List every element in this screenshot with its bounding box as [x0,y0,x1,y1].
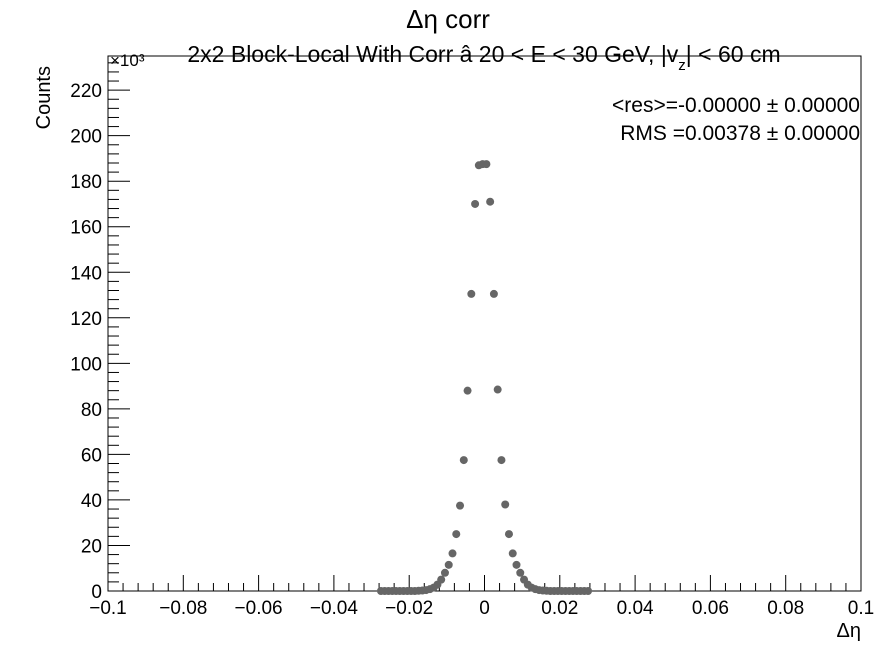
y-tick-label: 60 [81,445,102,466]
y-minor-ticks [108,62,119,583]
chart-subtitle: 2x2 Block-Local With Corr â 20 < E < 30 … [187,41,780,74]
x-major-ticks [107,575,862,591]
y-tick-label: 100 [70,354,102,375]
y-tick-labels: 0 20 40 60 80 100 120 140 160 180 200 220 [70,81,102,603]
y-tick-label: 80 [81,400,102,421]
y-tick-label: 220 [70,81,102,102]
data-point [456,501,465,510]
x-tick-label: 0.08 [767,598,804,619]
data-point [516,568,525,577]
data-point [463,386,472,395]
x-tick-label: 0.1 [848,598,874,619]
data-point [508,549,517,558]
data-point [482,160,491,169]
x-tick-labels: −0.1 −0.08 −0.06 −0.04 −0.02 0 0.02 0.04 0.06 0.0… [89,598,874,619]
x-tick-label: −0.1 [89,598,127,619]
data-point [486,197,495,206]
data-point [467,289,476,298]
data-point [489,289,498,298]
data-point [444,560,453,569]
x-tick-label: −0.08 [159,598,207,619]
x-tick-label: −0.02 [385,598,433,619]
y-tick-label: 180 [70,172,102,193]
data-point [452,530,461,539]
x-minor-ticks [122,583,847,591]
y-tick-label: 200 [70,127,102,148]
subtitle-subscript: z [678,57,686,74]
x-tick-label: 0.04 [617,598,654,619]
y-tick-label: 40 [81,491,102,512]
y-tick-label: 140 [70,263,102,284]
subtitle-suffix: | < 60 cm [686,41,781,67]
y-major-ticks [108,89,130,592]
x-tick-label: −0.04 [310,598,359,619]
data-point [471,199,480,208]
chart-title: Δη corr [406,4,490,34]
y-tick-label: 160 [70,218,102,239]
x-tick-label: −0.06 [235,598,283,619]
data-point [497,456,506,465]
data-point [512,560,521,569]
x-axis-label: Δη [837,620,861,642]
y-tick-label: 0 [91,582,102,603]
data-point [440,568,449,577]
y-axis-multiplier: ×10³ [110,51,145,70]
stats-rms: RMS =0.00378 ± 0.00000 [620,122,860,145]
data-point [448,549,457,558]
data-point [493,385,502,394]
data-points [376,160,593,595]
data-point [501,500,510,509]
y-axis-label: Counts [33,66,55,129]
subtitle-prefix: 2x2 Block-Local With Corr â 20 < E < 30 … [187,41,678,67]
x-tick-label: 0.06 [692,598,729,619]
stats-mean: <res>=-0.00000 ± 0.00000 [612,94,860,117]
y-tick-label: 120 [70,309,102,330]
data-point [504,530,513,539]
data-point [584,587,593,595]
x-tick-label: 0 [479,598,490,619]
y-tick-label: 20 [81,536,102,557]
x-tick-label: 0.02 [541,598,578,619]
data-point [437,575,446,584]
data-point [459,456,468,465]
